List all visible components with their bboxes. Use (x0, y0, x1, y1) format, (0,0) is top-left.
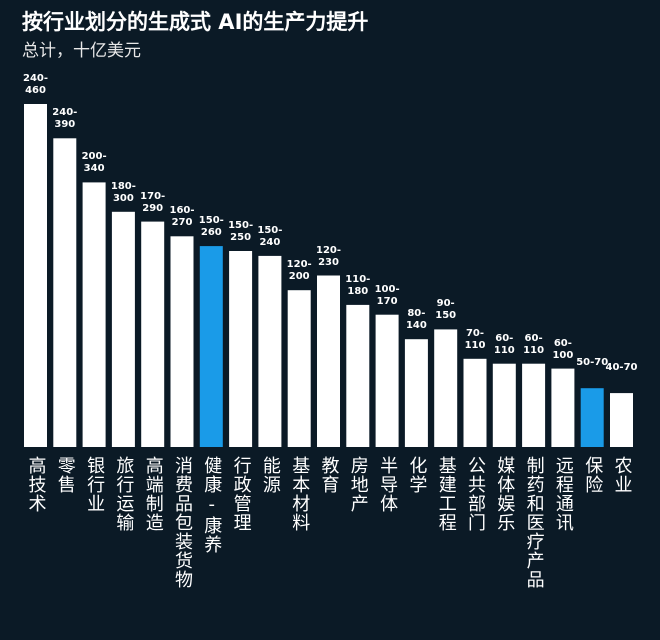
bar (258, 255, 282, 447)
bar (141, 221, 165, 447)
bar (346, 304, 370, 447)
value-label: 240-460 (22, 73, 49, 96)
x-tick-label: 房地产 (347, 456, 369, 513)
bar (82, 182, 106, 447)
x-tick-label: 银行业 (84, 456, 106, 513)
x-tick-label: 教育 (318, 456, 340, 494)
value-label: 50-70 (576, 357, 609, 369)
value-label: 40-70 (605, 362, 638, 374)
value-label: 150-260 (198, 215, 224, 239)
x-tick-label: 保险 (582, 456, 604, 494)
x-tick-label: 基建工程 (435, 456, 457, 532)
bar (404, 339, 428, 447)
value-label: 60-110 (493, 332, 515, 356)
chart-title: 按行业划分的生成式 AI的生产力提升 (22, 10, 369, 34)
x-tick-label: 消费品包装货物 (172, 456, 193, 589)
value-label: 150-240 (257, 224, 283, 248)
bar (522, 363, 546, 447)
x-tick-label: 零售 (54, 456, 76, 494)
x-tick-label: 农业 (611, 456, 633, 494)
bar (492, 363, 516, 447)
x-tick-label: 高技术 (25, 456, 47, 513)
bar (463, 358, 487, 447)
value-label: 170-290 (140, 190, 166, 214)
value-label: 120-230 (315, 244, 342, 268)
value-label: 200-340 (81, 151, 107, 175)
bar (551, 368, 575, 447)
x-tick-label: 能源 (259, 456, 281, 494)
bar (375, 314, 399, 447)
x-tick-label: 媒体娱乐 (494, 456, 516, 532)
value-label: 150-250 (228, 220, 254, 243)
value-label: 180-300 (110, 180, 136, 204)
x-tick-label: 健康-康养 (201, 456, 223, 554)
value-label: 90-150 (435, 298, 457, 322)
bar (434, 329, 458, 447)
x-tick-label: 公共部门 (465, 456, 486, 532)
value-label: 120-200 (286, 259, 312, 283)
bar (287, 290, 311, 447)
value-label: 70-110 (464, 327, 486, 351)
bar (199, 246, 223, 447)
value-label: 240-390 (52, 107, 78, 131)
bar (229, 251, 253, 447)
value-label: 80-140 (405, 308, 427, 332)
bar (580, 388, 604, 447)
bar (24, 104, 47, 447)
value-label: 110-180 (345, 273, 371, 297)
x-tick-label: 旅行运输 (113, 456, 135, 532)
value-label: 60-110 (523, 332, 545, 356)
x-tick-label: 基本材料 (289, 456, 311, 532)
value-label: 160-270 (169, 205, 195, 229)
x-tick-label: 制药和医疗产品 (523, 456, 545, 589)
x-tick-label: 远程通讯 (552, 456, 574, 532)
x-tick-label: 高端制造 (142, 456, 164, 532)
bar (610, 393, 633, 447)
value-label: 100-170 (374, 283, 400, 307)
bar (317, 275, 340, 447)
chart-subtitle: 总计，十亿美元 (22, 41, 141, 61)
bar (111, 211, 135, 447)
x-tick-label: 化学 (406, 456, 428, 494)
value-label: 60-100 (552, 337, 574, 361)
bar (53, 138, 77, 448)
x-tick-label: 行政管理 (230, 456, 252, 532)
x-tick-label: 半导体 (377, 456, 399, 513)
bar (170, 236, 194, 447)
